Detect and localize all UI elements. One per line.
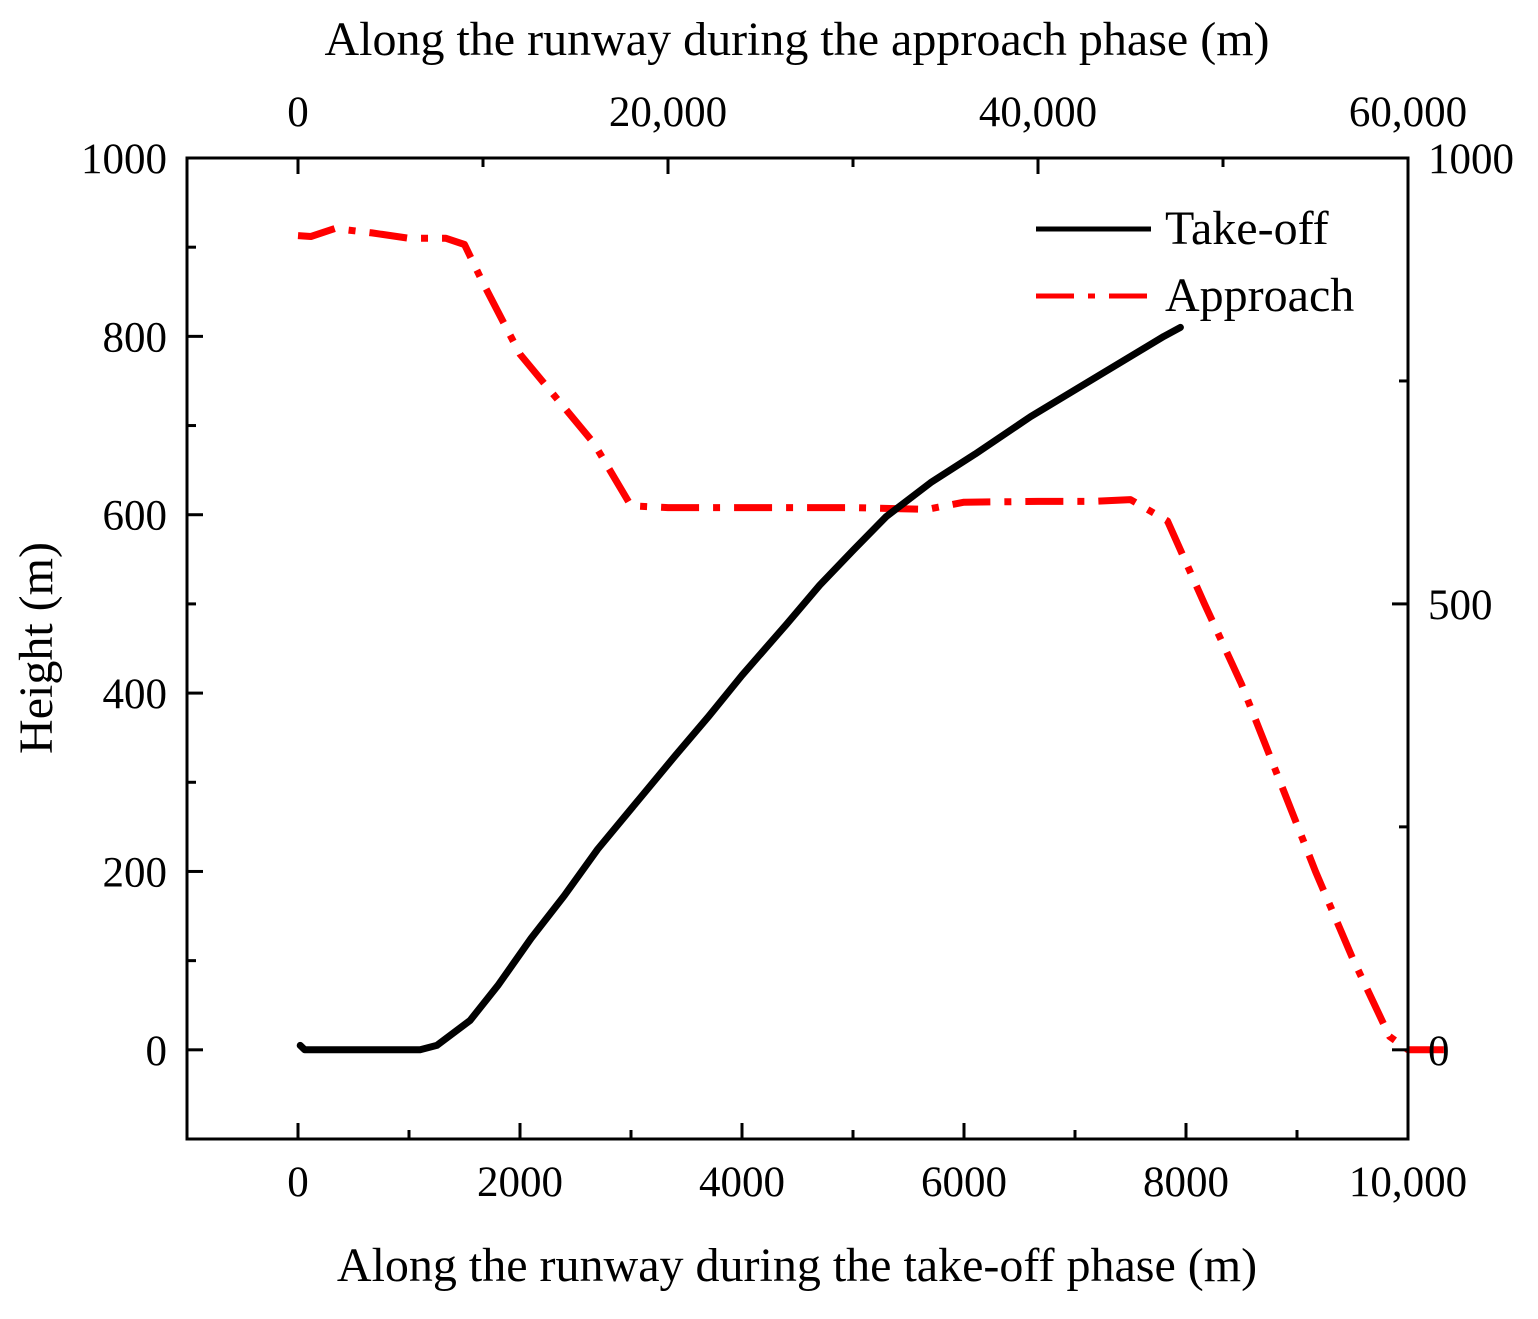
x-bottom-tick-label: 8000 <box>1143 1159 1229 1206</box>
x-bottom-axis-title: Along the runway during the take-off pha… <box>337 1239 1257 1292</box>
x-bottom-tick-label: 4000 <box>699 1159 785 1206</box>
x-bottom-tick-label: 10,000 <box>1349 1159 1467 1206</box>
ticks-layer <box>185 156 1410 1141</box>
legend: Take-off Approach <box>1036 202 1354 322</box>
x-bottom-tick-label: 0 <box>287 1159 309 1206</box>
x-top-tick-label: 60,000 <box>1349 89 1467 136</box>
approach-series-layer <box>297 225 1445 1054</box>
y-right-tick-label: 500 <box>1428 582 1493 629</box>
legend-label-approach: Approach <box>1165 269 1354 322</box>
x-top-tick-label: 0 <box>287 89 309 136</box>
takeoff-series-layer <box>296 323 1184 1054</box>
plot-frame <box>185 156 1410 1141</box>
x-top-tick-label: 40,000 <box>979 89 1097 136</box>
y-left-tick-label: 1000 <box>81 136 167 183</box>
legend-label-takeoff: Take-off <box>1165 202 1329 255</box>
y-left-axis-title: Height (m) <box>10 542 63 754</box>
series-line-takeoff <box>296 323 1184 1054</box>
x-top-axis-title: Along the runway during the approach pha… <box>324 13 1269 66</box>
y-left-tick-label: 400 <box>103 671 168 718</box>
y-right-tick-label: 0 <box>1428 1028 1450 1075</box>
x-bottom-tick-label: 2000 <box>477 1159 563 1206</box>
y-right-tick-label: 1000 <box>1428 136 1514 183</box>
x-top-tick-label: 20,000 <box>609 89 727 136</box>
y-left-tick-label: 800 <box>103 314 168 361</box>
x-bottom-tick-label: 6000 <box>921 1159 1007 1206</box>
y-left-tick-label: 0 <box>146 1028 168 1075</box>
y-left-tick-label: 600 <box>103 493 168 540</box>
series-line-approach <box>297 225 1445 1054</box>
y-left-tick-label: 200 <box>103 849 168 896</box>
